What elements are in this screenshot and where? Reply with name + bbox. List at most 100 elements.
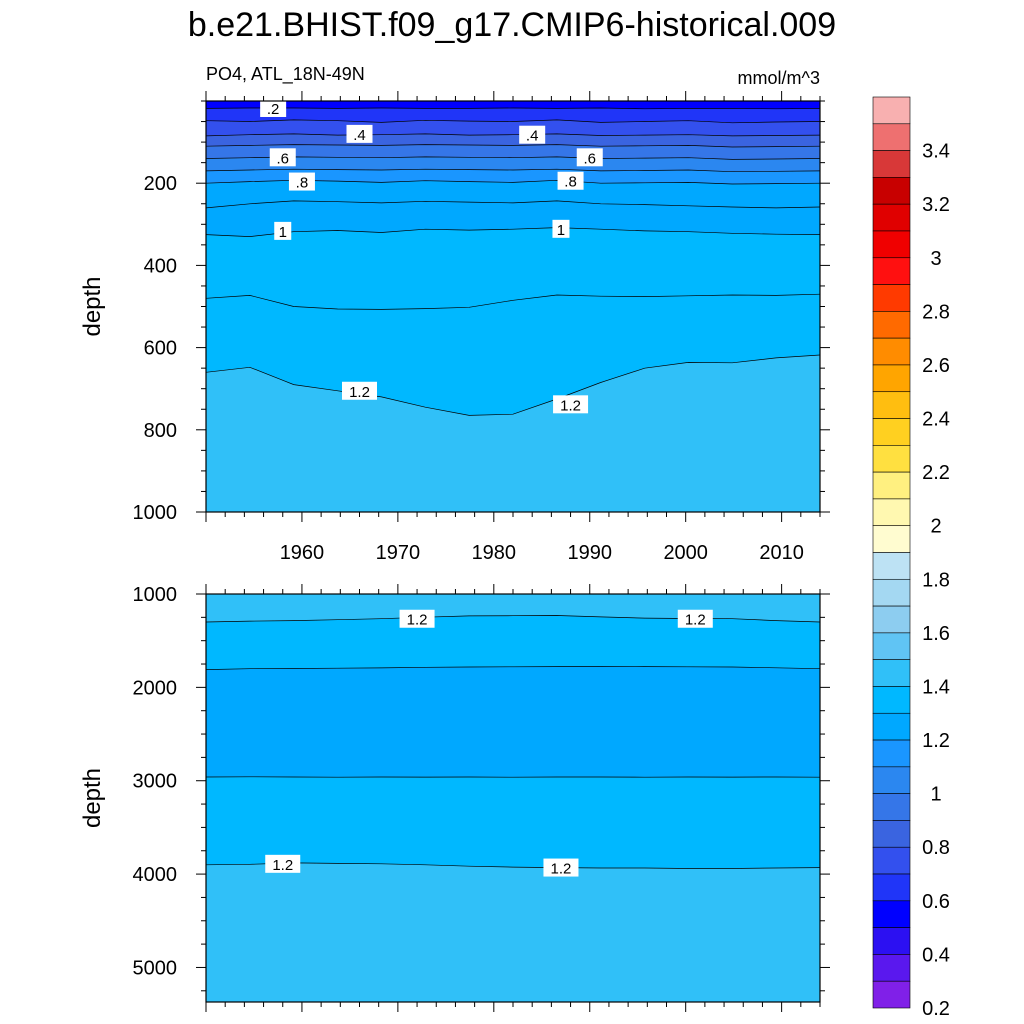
colorbar-swatch: [872, 203, 911, 232]
contour-fill-band: [206, 144, 820, 160]
contour-line: [206, 293, 820, 310]
colorbar-swatch: [872, 846, 911, 875]
x-tick-label: 1990: [568, 542, 613, 564]
contour-fill-band: [206, 227, 820, 310]
contour-label: 1.2: [543, 858, 579, 878]
chart-subtitle-region: PO4, ATL_18N-49N: [206, 64, 365, 85]
svg-text:1.2: 1.2: [272, 857, 293, 874]
y-tick-label: 1000: [133, 502, 178, 524]
colorbar-swatch: [872, 391, 911, 419]
colorbar-swatch: [872, 418, 911, 446]
colorbar-label: 0.6: [922, 891, 950, 913]
colorbar-swatch: [872, 230, 911, 259]
colorbar-swatch: [872, 96, 911, 125]
colorbar-swatch: [872, 337, 911, 366]
svg-text:.4: .4: [526, 128, 539, 145]
contour-line: [206, 168, 820, 173]
contour-line: [206, 200, 820, 209]
colorbar-label: 1.2: [922, 730, 950, 752]
svg-text:.8: .8: [296, 175, 309, 192]
colorbar-label: 1.4: [922, 676, 950, 698]
colorbar-swatch: [872, 257, 911, 285]
y-axis-label: depth: [79, 768, 106, 828]
colorbar-label: 1.8: [922, 569, 950, 591]
svg-text:.2: .2: [267, 101, 280, 118]
x-tick-label: 2010: [759, 542, 804, 564]
contour-fill-band: [206, 156, 820, 172]
y-tick-label: 5000: [133, 957, 178, 979]
colorbar-swatch: [872, 712, 911, 741]
x-tick-label: 1960: [280, 542, 325, 564]
colorbar-label: 3.2: [922, 194, 950, 216]
colorbar-swatch: [872, 632, 911, 660]
contour-label: 1.2: [677, 609, 713, 629]
contour-label: 1: [552, 219, 570, 239]
colorbar-swatch: [872, 471, 911, 500]
contour-fill-band: [206, 101, 820, 109]
x-tick-label: 2000: [663, 542, 708, 564]
contour-fill-band: [206, 108, 820, 123]
x-tick-label: 1970: [376, 542, 421, 564]
contour-fill-band: [206, 180, 820, 208]
chart-subtitle-units: mmol/m^3: [738, 68, 820, 88]
colorbar-label: 3.4: [922, 141, 950, 163]
y-tick-label: 3000: [133, 771, 178, 793]
lower-depth-panel: 1.2 1.2 1.2 1.2 1000 2000 3000 4000 5000 depth: [79, 584, 830, 1012]
svg-text:1.2: 1.2: [551, 861, 572, 878]
contour-label: .6: [576, 148, 603, 167]
contour-label: .4: [519, 125, 546, 145]
svg-text:1: 1: [279, 224, 287, 241]
colorbar-swatch: [872, 525, 911, 553]
svg-text:1: 1: [557, 222, 565, 239]
contour-line: [206, 107, 820, 110]
colorbar-swatch: [872, 552, 911, 580]
y-tick-label: 1000: [133, 584, 178, 606]
contour-label: .6: [269, 148, 296, 167]
colorbar-label: 1.6: [922, 623, 950, 645]
colorbar-swatch: [872, 498, 911, 527]
colorbar-swatch: [872, 954, 911, 982]
colorbar-swatch: [872, 605, 911, 634]
colorbar-label: 3: [930, 248, 941, 270]
contour-fill-band: [206, 666, 820, 778]
chart-title: b.e21.BHIST.f09_g17.CMIP6-historical.009: [188, 6, 836, 44]
svg-text:.6: .6: [276, 150, 289, 167]
colorbar-swatch: [872, 793, 911, 821]
colorbar-label: 0.8: [922, 837, 950, 859]
colorbar-swatch: [872, 927, 911, 955]
colorbar-swatch: [872, 364, 911, 393]
contour-label: .4: [346, 124, 373, 144]
y-tick-label: 2000: [133, 677, 178, 699]
colorbar-label: 1: [930, 784, 941, 806]
colorbar-swatch: [872, 150, 911, 178]
contour-line: [206, 119, 820, 124]
contour-fill-band: [206, 776, 820, 869]
colorbar-swatch: [872, 980, 911, 1009]
colorbar-swatch: [872, 177, 911, 205]
y-tick-label: 600: [144, 338, 177, 360]
colorbar-label: 0.2: [922, 998, 950, 1020]
contour-fill-band: [206, 615, 820, 670]
svg-text:1.2: 1.2: [407, 612, 428, 629]
contour-line: [206, 615, 820, 623]
colorbar-label: 0.4: [922, 944, 950, 966]
y-tick-label: 200: [144, 173, 177, 195]
colorbar-swatch: [872, 311, 911, 339]
colorbar-swatch: [872, 900, 911, 928]
svg-text:.4: .4: [353, 127, 366, 144]
colorbar-swatch: [872, 686, 911, 714]
colorbar: 3.4 3.2 3 2.8 2.6 2.4 2.2 2 1.8 1.6 1.4 1.2 1 0.8 0.6 0…: [872, 96, 950, 1020]
contour-label: .8: [557, 171, 584, 191]
x-tick-label: 1980: [472, 542, 517, 564]
contour-line: [206, 144, 820, 148]
y-tick-label: 800: [144, 420, 177, 442]
y-tick-label: 400: [144, 255, 177, 277]
contour-line: [206, 156, 820, 160]
colorbar-swatch: [872, 873, 911, 902]
contour-label: 1.2: [399, 609, 435, 629]
contour-label: 1.2: [265, 854, 301, 874]
contour-fill-band: [206, 594, 820, 622]
contour-label: 1: [274, 221, 292, 241]
svg-text:.6: .6: [583, 150, 596, 167]
contour-line: [206, 862, 820, 869]
